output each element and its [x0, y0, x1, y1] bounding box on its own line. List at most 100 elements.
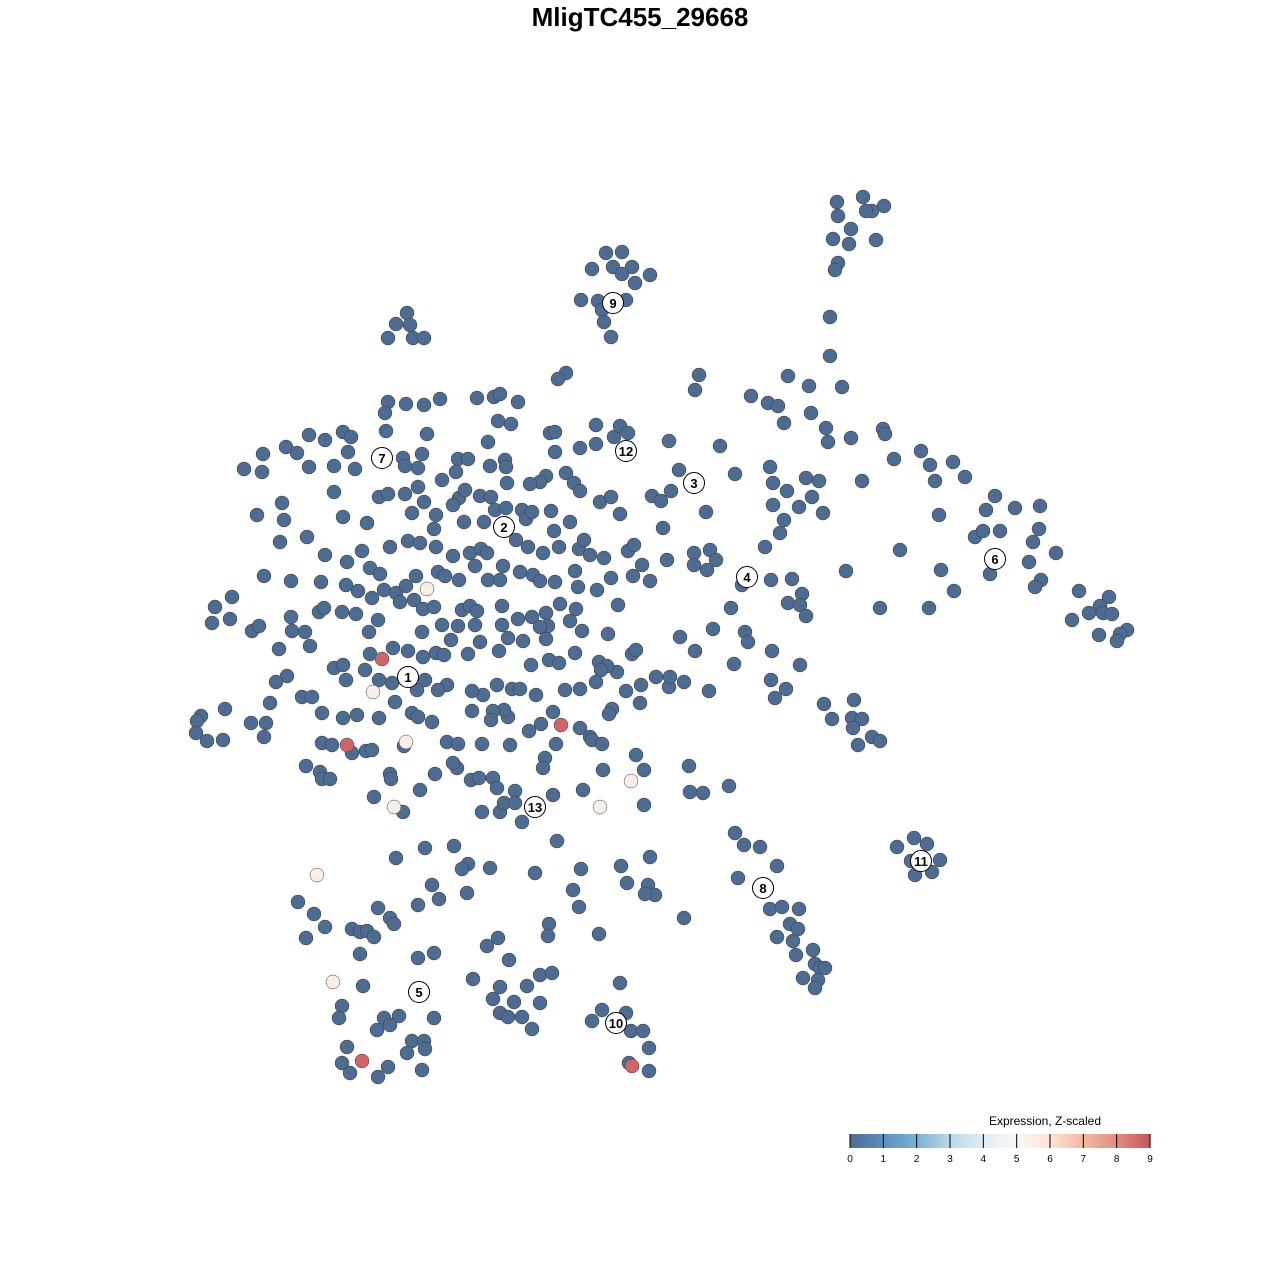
cell-point [427, 766, 443, 782]
cell-point [655, 520, 671, 536]
cell-point [540, 928, 556, 944]
cell-point [414, 624, 430, 640]
cell-point [557, 682, 573, 698]
cell-point [467, 617, 483, 633]
cell-point [792, 657, 808, 673]
cell-point [464, 703, 480, 719]
cell-point [376, 582, 392, 598]
cell-point [474, 804, 490, 820]
cell-point [752, 839, 768, 855]
cell-point [521, 723, 537, 739]
cell-point [494, 598, 510, 614]
cell-point [500, 1009, 516, 1025]
cell-point [681, 758, 697, 774]
cell-point [524, 504, 540, 520]
cell-point [633, 677, 649, 693]
cell-point [803, 405, 819, 421]
cell-point [778, 681, 794, 697]
cluster-label-9: 9 [602, 292, 624, 314]
cell-point [603, 489, 619, 505]
cell-point [412, 782, 428, 798]
cluster-label-1: 1 [397, 666, 419, 688]
cell-point [572, 720, 588, 736]
cell-point [492, 979, 508, 995]
cell-point [562, 514, 578, 530]
cell-point [661, 433, 677, 449]
cell-point [695, 785, 711, 801]
cell-point [284, 623, 300, 639]
cell-point [408, 568, 424, 584]
cell-point [762, 459, 778, 475]
cell-point [459, 885, 475, 901]
cell-point [575, 782, 591, 798]
cell-point [762, 901, 778, 917]
cell-point [788, 947, 804, 963]
cell-point [424, 714, 440, 730]
cluster-label-badge [605, 1012, 627, 1034]
cell-point [548, 736, 564, 752]
cell-point [547, 424, 563, 440]
cluster-label-badge [615, 440, 637, 462]
cell-point [347, 461, 363, 477]
cell-point [272, 534, 288, 550]
cell-point [827, 262, 843, 278]
cell-point [672, 629, 688, 645]
cell-point [322, 771, 338, 787]
cell-point [314, 705, 330, 721]
cell-point [776, 512, 792, 528]
cell-point [763, 572, 779, 588]
cluster-label-text: 8 [759, 881, 766, 896]
cell-point [304, 689, 320, 705]
cell-point [428, 507, 444, 523]
legend-tick-label: 8 [1114, 1154, 1120, 1165]
cell-point [877, 426, 893, 442]
cell-point [512, 564, 528, 580]
cell-point [682, 784, 698, 800]
cell-point [1064, 612, 1080, 628]
cell-point [352, 946, 368, 962]
cluster-label-12: 12 [615, 440, 637, 462]
cluster-label-badge [752, 877, 774, 899]
cell-point [736, 837, 752, 853]
cell-point [553, 717, 569, 733]
cluster-label-10: 10 [605, 1012, 627, 1034]
cell-point [380, 486, 396, 502]
cell-point [653, 493, 669, 509]
cell-point [822, 348, 838, 364]
cell-point [845, 720, 861, 736]
cell-point [1025, 534, 1041, 550]
cell-point [456, 514, 472, 530]
cell-point [386, 799, 402, 815]
cell-point [854, 711, 870, 727]
cell-point [391, 1008, 407, 1024]
cluster-label-text: 10 [609, 1016, 623, 1031]
cell-point [632, 695, 648, 711]
cell-point [637, 886, 653, 902]
legend-tick-label: 9 [1147, 1154, 1153, 1165]
cluster-label-4: 4 [736, 566, 758, 588]
cell-point [348, 606, 364, 622]
cell-point [642, 267, 658, 283]
cell-point [410, 460, 426, 476]
cell-point [634, 557, 650, 573]
cell-point [830, 208, 846, 224]
cluster-label-6: 6 [984, 548, 1006, 570]
cell-point [506, 994, 522, 1010]
cell-point [603, 329, 619, 345]
cell-point [385, 640, 401, 656]
cell-point [365, 684, 381, 700]
cell-point [834, 379, 850, 395]
cell-point [489, 677, 505, 693]
cell-point [779, 483, 795, 499]
cell-point [342, 1065, 358, 1081]
cell-point [921, 600, 937, 616]
cell-point [374, 651, 390, 667]
cell-point [490, 930, 506, 946]
cluster-label-badge [683, 472, 705, 494]
cell-point [676, 910, 692, 926]
cell-point [801, 378, 817, 394]
cell-point [932, 852, 948, 868]
cell-point [1031, 521, 1047, 537]
cell-point [445, 548, 461, 564]
cell-point [354, 543, 370, 559]
